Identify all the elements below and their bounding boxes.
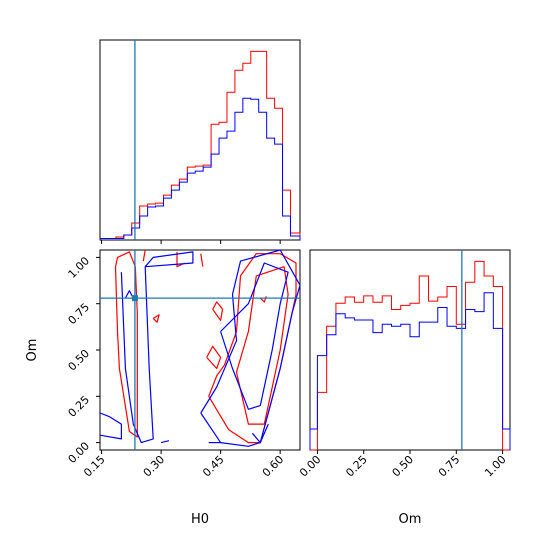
- joint-contour-11: [120, 251, 194, 444]
- joint-contour-3: [200, 253, 204, 267]
- joint-ytick-label-4: 1.00: [66, 254, 93, 281]
- h0-hist-series-1-step: [99, 97, 301, 240]
- om-hist-xtick-label-1: 0.25: [343, 453, 370, 480]
- om-hist-xtick-label-2: 0.50: [390, 453, 417, 480]
- joint-contour-5: [206, 345, 222, 370]
- om-histogram-panel: 0.00 0.25 0.50 0.75 1.00 Om: [297, 249, 511, 527]
- joint-contour-1: [142, 249, 146, 262]
- om-hist-series-0-step: [310, 260, 510, 451]
- om-hist-series-1-step: [309, 292, 511, 450]
- joint-frame: [99, 249, 301, 451]
- joint-xtick-label-0: 0.15: [81, 453, 108, 480]
- joint-xtick-label-1: 0.30: [141, 453, 168, 480]
- om-x-axis-label: Om: [399, 512, 422, 527]
- joint-ytick-label-3: 0.75: [66, 301, 93, 328]
- joint-contour-4: [152, 314, 160, 323]
- om-hist-xtick-label-3: 0.75: [436, 453, 463, 480]
- joint-contour-0: [114, 251, 138, 438]
- h0-hist-series-0-step: [99, 50, 301, 240]
- joint-contour-6: [212, 301, 224, 321]
- joint-contour-13: [160, 440, 170, 444]
- joint-contour-8: [235, 266, 289, 425]
- joint-xtick-label-2: 0.45: [200, 453, 227, 480]
- joint-contour-15: [200, 249, 301, 447]
- joint-ytick-label-1: 0.25: [66, 393, 93, 420]
- joint-y-axis-label: Om: [25, 339, 40, 362]
- joint-truth-marker: [131, 295, 138, 302]
- joint-contour-panel: 0.15 0.30 0.45 0.60 0.000.250.500.751.00 H0…: [25, 249, 301, 527]
- joint-xtick-label-3: 0.60: [260, 453, 287, 480]
- om-hist-xtick-label-4: 1.00: [482, 453, 509, 480]
- joint-ytick-label-2: 0.50: [66, 347, 93, 374]
- om-hist-frame: [309, 249, 511, 451]
- joint-x-axis-label: H0: [191, 512, 209, 527]
- joint-contour-17: [251, 423, 269, 444]
- joint-contour-9: [259, 296, 267, 303]
- joint-contour-7: [208, 253, 297, 444]
- om-hist-xtick-label-0: 0.00: [297, 453, 324, 480]
- joint-contour-16: [220, 262, 289, 410]
- h0-hist-frame: [99, 39, 301, 241]
- h0-histogram-panel: [99, 39, 301, 244]
- joint-contour-10: [99, 412, 123, 440]
